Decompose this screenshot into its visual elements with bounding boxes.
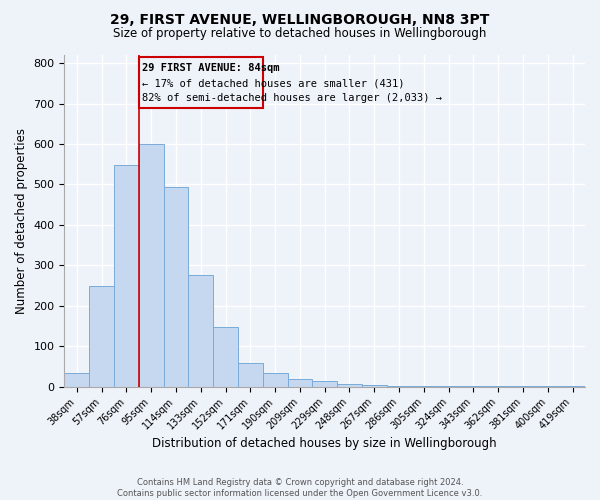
Text: 29 FIRST AVENUE: 84sqm: 29 FIRST AVENUE: 84sqm (142, 63, 280, 73)
Bar (287, 378, 313, 387)
Text: Contains HM Land Registry data © Crown copyright and database right 2024.
Contai: Contains HM Land Registry data © Crown c… (118, 478, 482, 498)
Bar (560, 386, 585, 387)
Bar (89, 286, 114, 387)
Bar (188, 274, 213, 387)
Bar (337, 384, 362, 387)
Bar (139, 144, 164, 387)
Bar (64, 372, 89, 387)
FancyBboxPatch shape (139, 57, 263, 108)
X-axis label: Distribution of detached houses by size in Wellingborough: Distribution of detached houses by size … (152, 437, 497, 450)
Y-axis label: Number of detached properties: Number of detached properties (15, 128, 28, 314)
Text: Size of property relative to detached houses in Wellingborough: Size of property relative to detached ho… (113, 28, 487, 40)
Bar (238, 362, 263, 387)
Bar (213, 327, 238, 387)
Bar (362, 385, 386, 387)
Bar (263, 372, 287, 387)
Text: ← 17% of detached houses are smaller (431): ← 17% of detached houses are smaller (43… (142, 78, 405, 88)
Bar (313, 380, 337, 387)
Bar (164, 187, 188, 387)
Bar (386, 386, 412, 387)
Bar (114, 165, 139, 387)
Text: 29, FIRST AVENUE, WELLINGBOROUGH, NN8 3PT: 29, FIRST AVENUE, WELLINGBOROUGH, NN8 3P… (110, 12, 490, 26)
Text: 82% of semi-detached houses are larger (2,033) →: 82% of semi-detached houses are larger (… (142, 94, 442, 104)
